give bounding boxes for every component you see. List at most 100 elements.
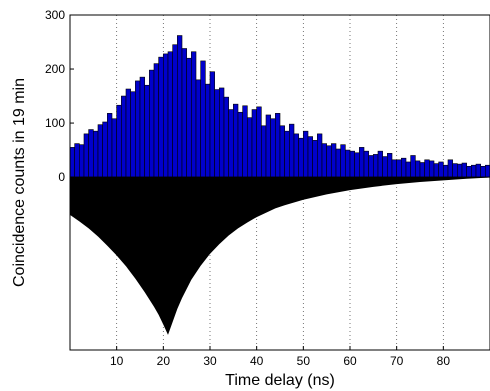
bar-28 [200, 60, 206, 178]
bar-15 [139, 76, 145, 178]
bar-43 [270, 118, 276, 178]
bar-81 [447, 159, 453, 178]
bar-42 [265, 114, 271, 178]
bar-4 [88, 129, 94, 178]
bar-41 [261, 125, 267, 178]
bar-80 [443, 164, 449, 178]
bar-38 [247, 117, 253, 178]
bar-20 [163, 53, 169, 178]
bar-76 [424, 159, 430, 178]
bar-70 [396, 159, 402, 178]
bar-39 [251, 109, 257, 178]
bar-78 [433, 163, 439, 178]
bar-21 [167, 51, 173, 178]
bar-53 [317, 133, 323, 178]
y-axis-label: Coincidence counts in 19 min [11, 78, 28, 287]
x-tick-label-40: 40 [250, 354, 264, 368]
bar-73 [410, 155, 416, 178]
bar-86 [471, 164, 477, 178]
bar-79 [438, 161, 444, 178]
bar-34 [228, 109, 234, 178]
bar-19 [158, 56, 164, 178]
plot-frame [69, 14, 490, 351]
y-tick-label-200: 200 [45, 62, 65, 76]
bar-2 [79, 144, 85, 178]
bar-44 [275, 113, 281, 178]
bar-36 [237, 111, 243, 178]
bar-65 [373, 154, 379, 178]
bar-8 [107, 113, 113, 178]
bar-67 [382, 156, 388, 178]
bar-84 [461, 162, 467, 178]
y-tick-label-100: 100 [45, 116, 65, 130]
bar-6 [97, 124, 103, 178]
bar-24 [181, 48, 187, 178]
bar-63 [363, 150, 369, 178]
bar-49 [298, 137, 304, 178]
bar-59 [345, 149, 351, 178]
bar-69 [391, 159, 397, 178]
bar-1 [74, 143, 80, 178]
bar-3 [83, 133, 89, 178]
bar-14 [135, 80, 141, 178]
bar-52 [312, 140, 318, 178]
bar-85 [466, 165, 472, 178]
bar-30 [209, 71, 215, 178]
x-tick-label-20: 20 [157, 354, 171, 368]
bar-11 [121, 95, 127, 178]
bar-57 [335, 148, 341, 178]
bar-46 [284, 130, 290, 178]
bar-10 [116, 104, 122, 178]
bar-35 [233, 103, 239, 178]
bar-64 [368, 155, 374, 178]
bar-62 [359, 147, 365, 178]
bar-77 [429, 160, 435, 178]
bar-12 [125, 88, 131, 178]
x-tick-label-10: 10 [110, 354, 124, 368]
bar-9 [111, 118, 117, 178]
bar-66 [377, 150, 383, 178]
bar-16 [144, 84, 150, 178]
bar-89 [485, 164, 490, 178]
bar-83 [457, 163, 463, 178]
y-tick-label-0: 0 [58, 170, 65, 184]
bar-31 [214, 89, 220, 178]
bar-17 [149, 69, 155, 178]
bar-33 [223, 96, 229, 178]
bar-54 [321, 143, 327, 178]
bar-0 [69, 147, 75, 178]
bar-68 [387, 153, 393, 178]
bar-87 [475, 163, 481, 178]
bar-32 [219, 87, 225, 178]
bar-74 [415, 160, 421, 178]
bar-40 [256, 106, 262, 178]
model-area [70, 177, 488, 335]
bar-88 [480, 165, 486, 178]
x-tick-label-80: 80 [437, 354, 451, 368]
bar-25 [186, 57, 192, 178]
bar-29 [205, 83, 211, 178]
x-tick-label-30: 30 [203, 354, 217, 368]
x-tick-label-70: 70 [390, 354, 404, 368]
bar-55 [326, 145, 332, 178]
bar-51 [307, 136, 313, 178]
bar-7 [102, 121, 108, 178]
bar-58 [340, 144, 346, 178]
bar-75 [419, 162, 425, 178]
bar-48 [293, 133, 299, 178]
x-tick-label-50: 50 [297, 354, 311, 368]
bar-56 [331, 143, 337, 178]
bar-60 [349, 150, 355, 178]
bar-82 [452, 163, 458, 178]
bar-45 [279, 125, 285, 178]
bar-series [69, 35, 490, 178]
bar-5 [93, 130, 99, 178]
bar-61 [354, 152, 360, 178]
bar-37 [242, 105, 248, 178]
y-tick-label-300: 300 [45, 8, 65, 22]
axis-ticks: 10 20 30 40 50 60 70 80 0 100 200 300 [45, 8, 450, 368]
bar-27 [195, 79, 201, 178]
x-axis-label: Time delay (ns) [225, 372, 335, 389]
bar-18 [153, 63, 159, 178]
